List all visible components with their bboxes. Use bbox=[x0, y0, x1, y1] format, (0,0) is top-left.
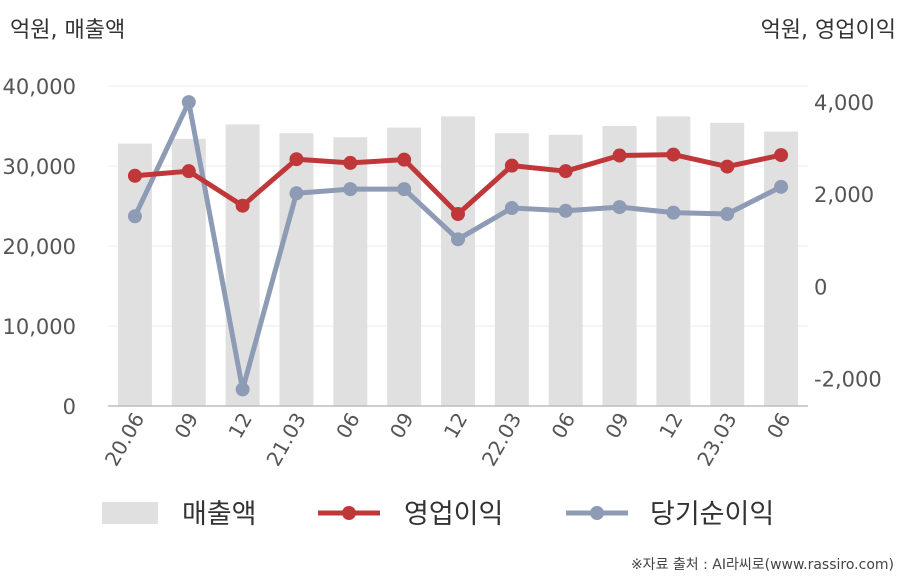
x-tick-label: 12 bbox=[223, 409, 257, 443]
bar bbox=[656, 116, 691, 407]
left-tick-label: 10,000 bbox=[3, 315, 76, 339]
x-tick-label: 06 bbox=[762, 409, 796, 443]
data-point bbox=[397, 182, 412, 197]
left-tick-label: 0 bbox=[63, 395, 76, 419]
legend-label: 영업이익 bbox=[404, 499, 503, 530]
legend-swatch-bar bbox=[102, 502, 158, 524]
x-tick-label: 20.06 bbox=[100, 409, 149, 471]
x-tick-label: 21.03 bbox=[261, 409, 310, 471]
data-point bbox=[558, 203, 573, 218]
x-tick-label: 06 bbox=[331, 409, 365, 443]
data-point bbox=[558, 164, 573, 179]
x-tick-label: 09 bbox=[600, 409, 634, 443]
bar bbox=[764, 131, 799, 406]
data-point bbox=[612, 148, 627, 163]
x-tick-label: 12 bbox=[439, 409, 473, 443]
data-point bbox=[720, 159, 735, 174]
right-axis-unit-label: 억원, 영업이익 bbox=[760, 18, 896, 43]
legend-label: 당기순이익 bbox=[650, 499, 774, 530]
data-point bbox=[127, 209, 142, 224]
right-tick-label: -2,000 bbox=[814, 367, 882, 391]
bar bbox=[548, 134, 583, 407]
data-point bbox=[451, 232, 465, 247]
right-tick-label: 2,000 bbox=[814, 183, 874, 207]
left-axis-unit-label: 억원, 매출액 bbox=[10, 18, 126, 43]
bar bbox=[279, 133, 314, 406]
x-tick-label: 06 bbox=[547, 409, 581, 443]
legend-swatch-marker bbox=[342, 506, 356, 520]
legend-label: 매출액 bbox=[182, 499, 257, 530]
data-point bbox=[774, 148, 789, 163]
left-tick-label: 30,000 bbox=[3, 155, 76, 179]
data-point bbox=[235, 382, 250, 397]
data-point bbox=[397, 152, 412, 167]
x-tick-label: 09 bbox=[170, 409, 204, 443]
legend-swatch-marker bbox=[590, 506, 604, 520]
bar bbox=[333, 137, 368, 406]
data-point bbox=[289, 186, 304, 201]
right-tick-label: 4,000 bbox=[814, 91, 874, 115]
data-point bbox=[774, 179, 789, 194]
data-point bbox=[504, 158, 519, 173]
data-point bbox=[181, 95, 196, 110]
data-point bbox=[289, 152, 304, 167]
x-tick-label: 09 bbox=[385, 409, 419, 443]
data-point bbox=[451, 207, 465, 221]
data-point bbox=[343, 182, 358, 197]
data-point bbox=[504, 201, 519, 216]
left-tick-label: 20,000 bbox=[3, 235, 76, 259]
data-point bbox=[612, 200, 627, 215]
data-point bbox=[666, 147, 681, 162]
x-tick-label: 23.03 bbox=[692, 409, 741, 471]
bar bbox=[117, 143, 152, 406]
bar bbox=[225, 124, 260, 407]
bar bbox=[602, 126, 637, 406]
data-point bbox=[343, 155, 358, 170]
data-point bbox=[181, 164, 196, 179]
bar bbox=[171, 138, 206, 407]
data-point bbox=[666, 205, 681, 220]
data-point bbox=[127, 168, 142, 183]
left-tick-label: 40,000 bbox=[3, 75, 76, 99]
bar bbox=[441, 116, 475, 407]
source-note: ※자료 출처 : AI라씨로(www.rassiro.com) bbox=[630, 557, 894, 573]
x-tick-label: 22.03 bbox=[477, 409, 526, 471]
right-tick-label: 0 bbox=[814, 275, 827, 299]
data-point bbox=[235, 198, 250, 213]
x-tick-label: 12 bbox=[654, 409, 688, 443]
data-point bbox=[720, 207, 735, 221]
